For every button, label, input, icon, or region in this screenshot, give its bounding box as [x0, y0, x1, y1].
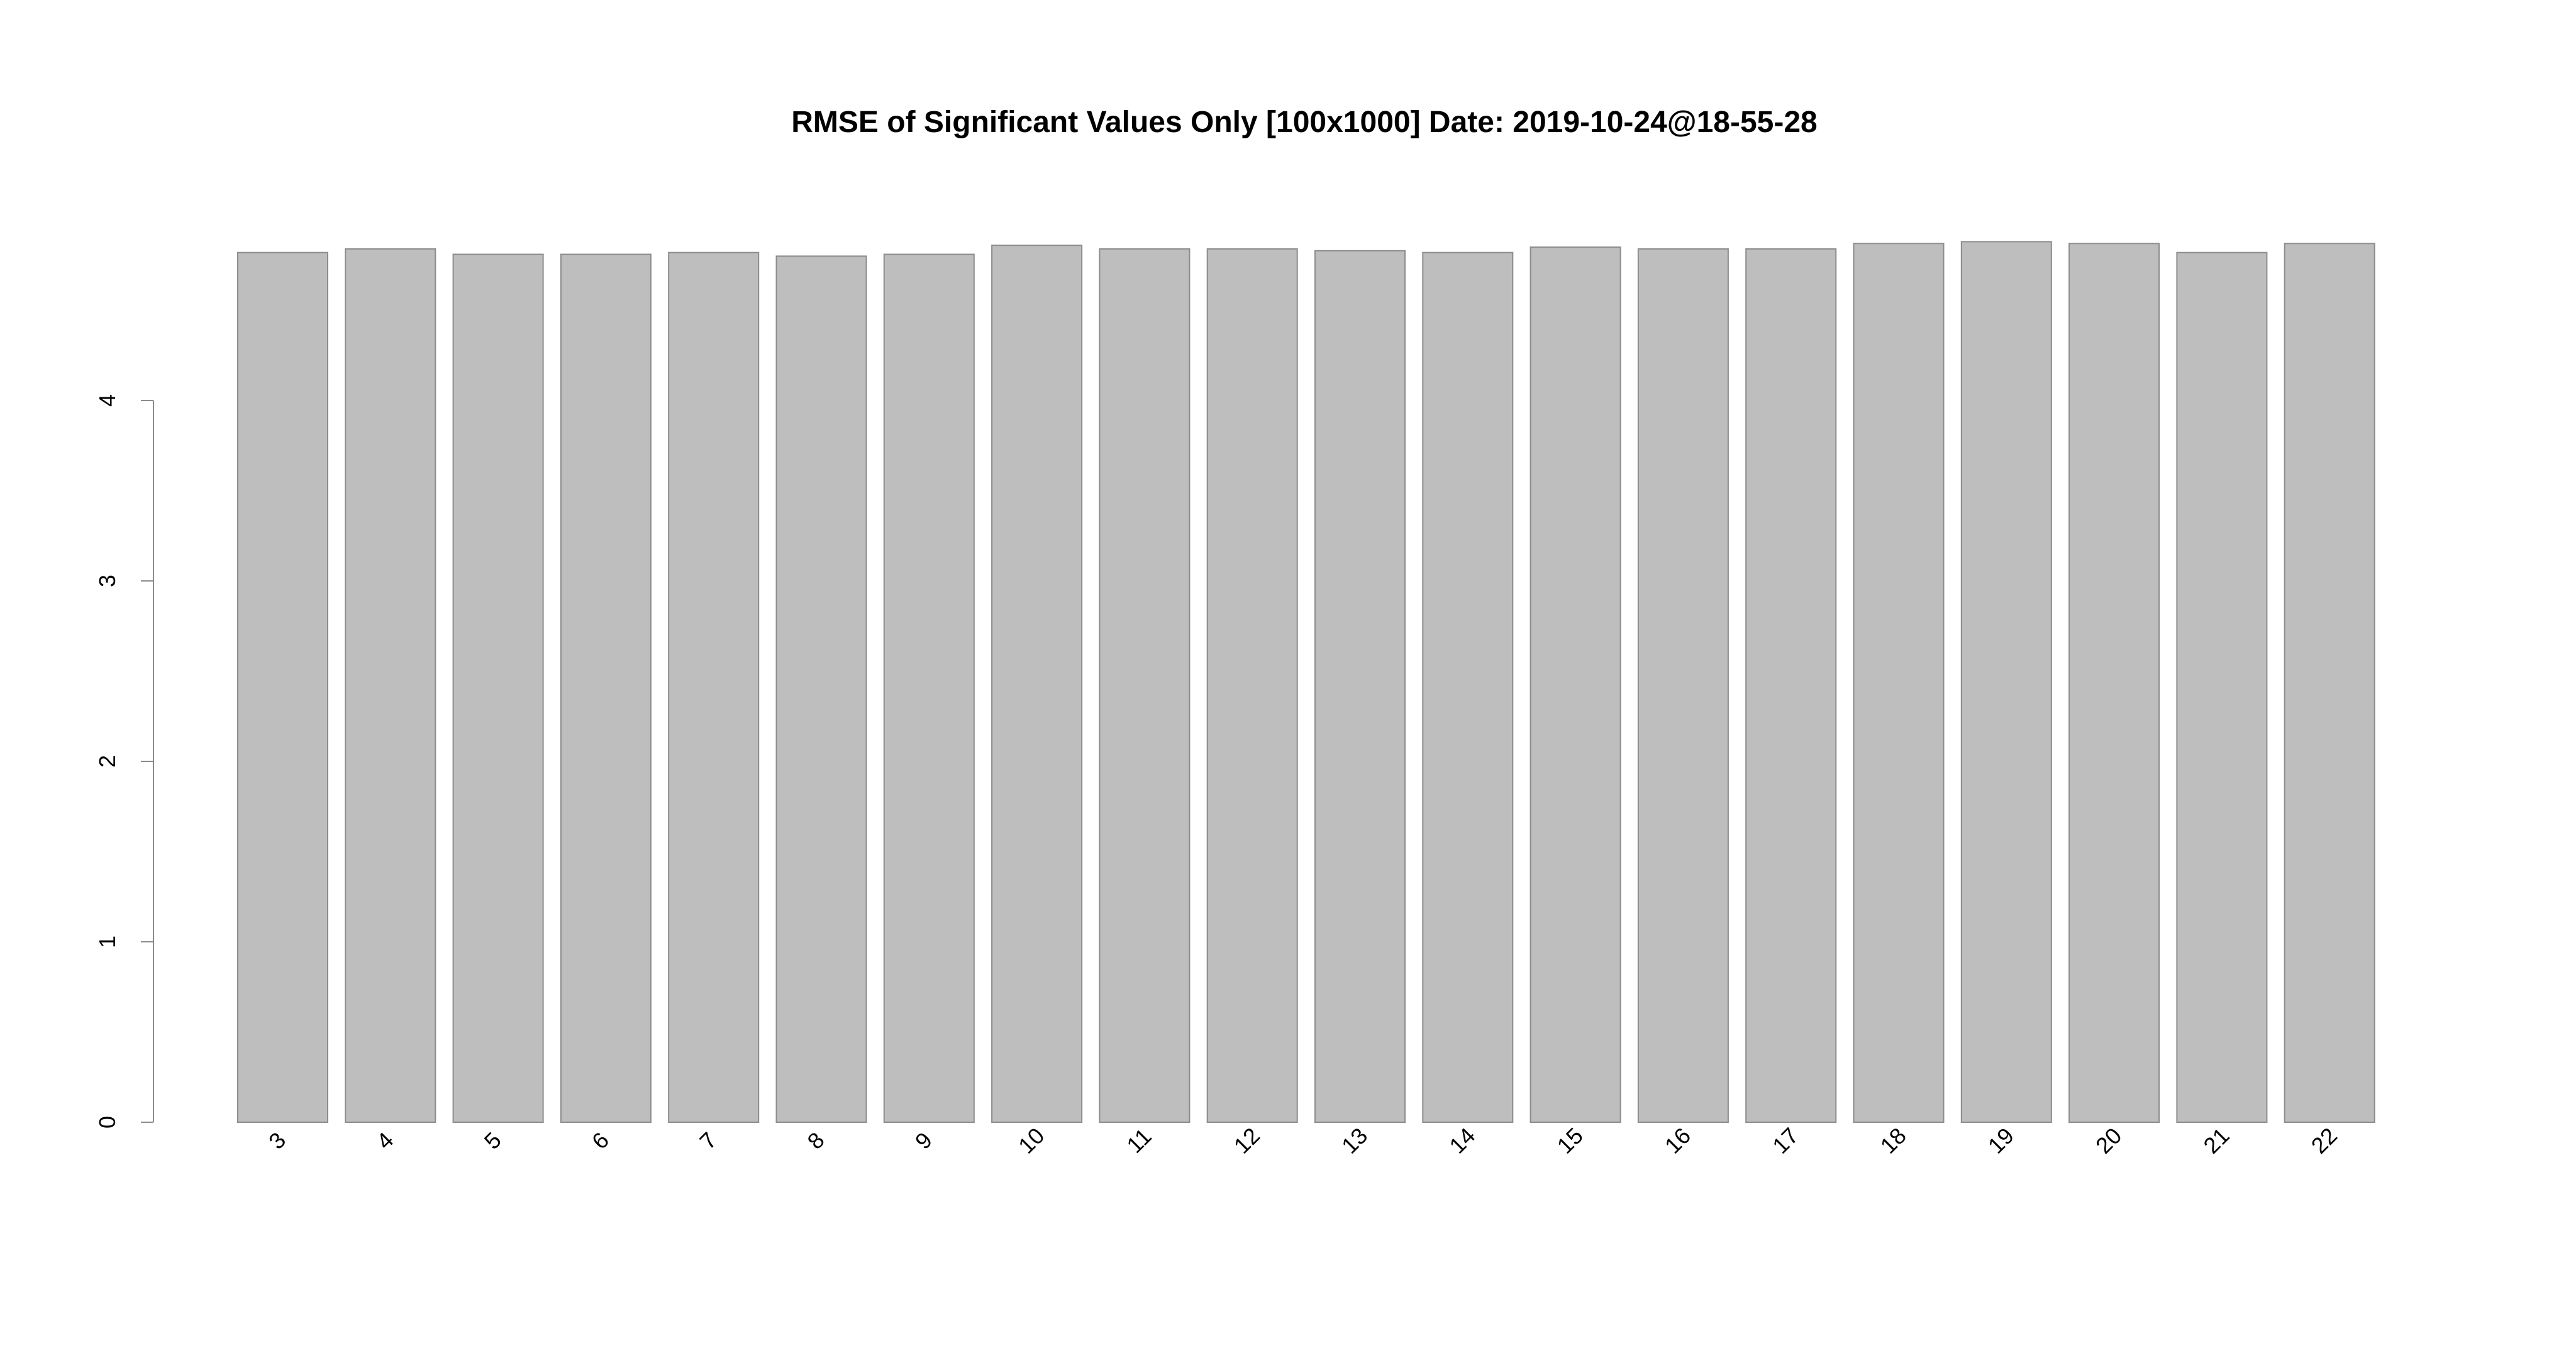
x-tick-label-19: 19 — [1983, 1123, 2019, 1159]
chart-title: RMSE of Significant Values Only [100x100… — [791, 106, 1818, 139]
x-tick-label-6: 6 — [587, 1127, 614, 1154]
bar-21 — [2176, 251, 2268, 1123]
y-tick-label: 2 — [94, 755, 120, 768]
bar-10 — [991, 245, 1083, 1123]
bar-14 — [1422, 251, 1514, 1123]
x-tick-label-14: 14 — [1444, 1123, 1480, 1159]
x-tick-label-10: 10 — [1013, 1123, 1049, 1159]
x-tick-label-21: 21 — [2198, 1123, 2234, 1159]
bar-11 — [1099, 248, 1191, 1123]
x-tick-label-20: 20 — [2090, 1123, 2126, 1159]
bar-17 — [1745, 248, 1837, 1123]
bar-5 — [452, 253, 544, 1123]
bar-15 — [1530, 246, 1621, 1123]
x-tick-label-9: 9 — [910, 1127, 937, 1154]
y-axis: 0 1 2 3 4 — [94, 394, 154, 1129]
bar-22 — [2284, 243, 2375, 1123]
x-tick-label-4: 4 — [371, 1127, 398, 1154]
x-tick-label-17: 17 — [1767, 1123, 1803, 1159]
y-tick-label: 4 — [94, 394, 120, 407]
bar-20 — [2068, 243, 2160, 1123]
bar-16 — [1637, 248, 1729, 1123]
x-tick-label-12: 12 — [1229, 1123, 1265, 1159]
x-tick-label-15: 15 — [1552, 1123, 1588, 1159]
y-tick-label: 0 — [94, 1116, 120, 1129]
x-axis-labels: 3 4 5 6 7 8 9 10 11 12 13 14 15 16 17 18 19 20 21 22 — [264, 1123, 2342, 1159]
x-tick-label-7: 7 — [694, 1127, 721, 1154]
x-tick-label-5: 5 — [479, 1127, 506, 1154]
bar-8 — [775, 255, 867, 1123]
bar-18 — [1853, 243, 1945, 1123]
y-tick-label: 3 — [94, 575, 120, 587]
x-tick-label-8: 8 — [802, 1127, 830, 1154]
x-tick-label-3: 3 — [264, 1127, 291, 1154]
bars-layer — [237, 241, 2375, 1123]
bar-9 — [883, 253, 975, 1123]
y-tick-label: 1 — [94, 936, 120, 948]
x-tick-label-11: 11 — [1121, 1123, 1156, 1157]
bar-4 — [345, 248, 436, 1123]
bar-6 — [560, 253, 652, 1123]
x-tick-label-22: 22 — [2306, 1123, 2342, 1159]
bar-3 — [237, 251, 328, 1123]
x-tick-label-13: 13 — [1336, 1123, 1372, 1159]
bar-12 — [1206, 248, 1298, 1123]
bar-13 — [1314, 250, 1406, 1123]
bar-19 — [1960, 241, 2052, 1123]
x-tick-label-16: 16 — [1660, 1123, 1696, 1159]
bar-7 — [668, 251, 760, 1123]
x-tick-label-18: 18 — [1875, 1123, 1911, 1159]
